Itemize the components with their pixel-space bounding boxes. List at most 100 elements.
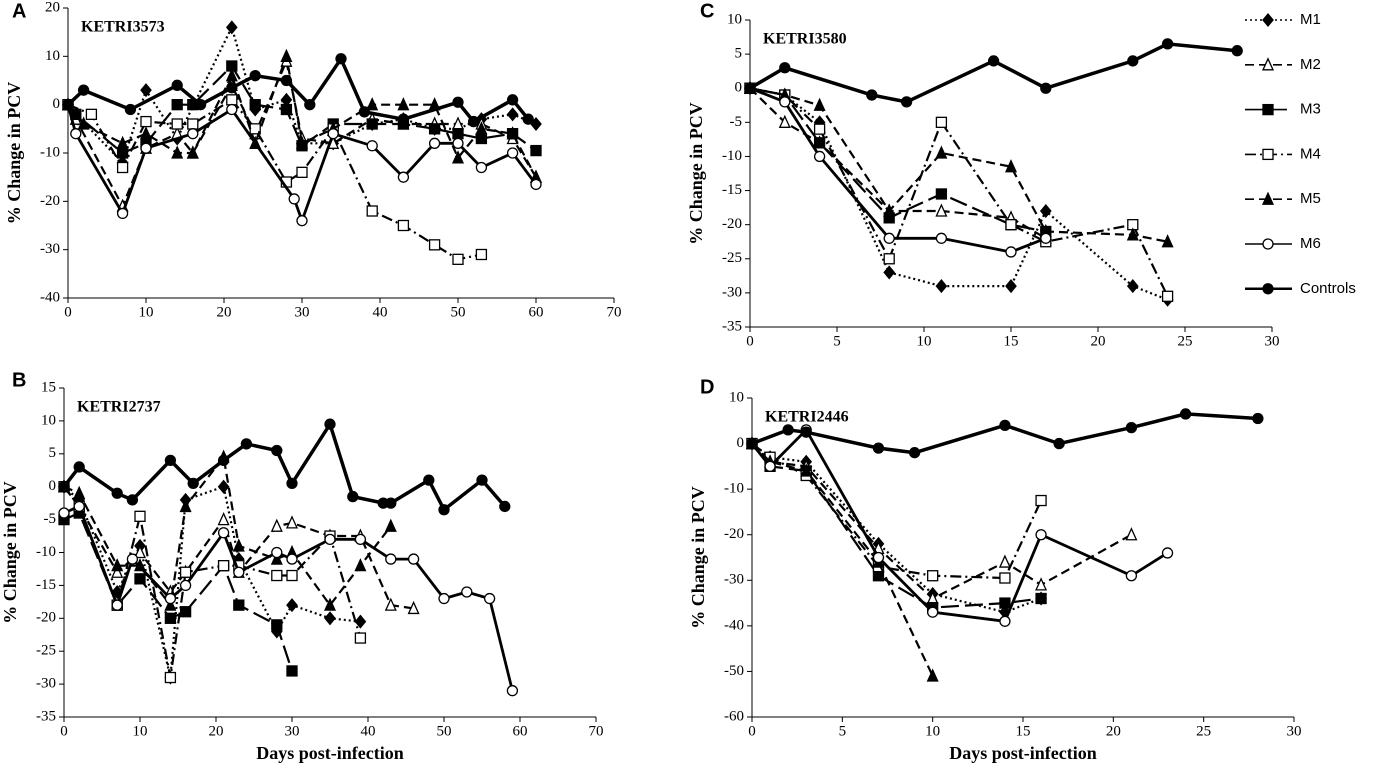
marker <box>813 97 826 111</box>
y-tick-label: 0 <box>53 96 61 112</box>
marker <box>126 494 139 506</box>
marker <box>1161 38 1174 50</box>
y-tick-label: -20 <box>36 610 56 626</box>
y-tick-label: -60 <box>724 708 744 724</box>
marker <box>270 518 283 532</box>
marker <box>452 96 464 108</box>
series-line <box>67 52 537 178</box>
marker <box>1005 246 1017 258</box>
panel-chart: D KETRI2446 % Change in PCV Days post-infec… <box>688 376 1301 763</box>
marker <box>116 147 129 159</box>
x-tick-label: 0 <box>60 723 68 739</box>
marker <box>126 553 139 565</box>
series-line <box>749 87 1168 243</box>
marker <box>286 569 298 582</box>
marker <box>140 142 152 154</box>
x-tick-label: 25 <box>1196 723 1211 739</box>
series-line <box>751 442 934 677</box>
x-tick-label: 10 <box>139 304 154 320</box>
x-tick-label: 0 <box>748 723 756 739</box>
series-line <box>67 64 537 155</box>
marker <box>506 94 519 106</box>
marker <box>1125 570 1138 582</box>
marker <box>73 485 86 499</box>
x-tick-label: 0 <box>746 333 754 349</box>
marker <box>800 463 813 477</box>
marker <box>304 99 316 111</box>
marker <box>366 205 378 217</box>
series-line <box>749 87 1169 297</box>
marker <box>506 107 519 122</box>
marker <box>1161 234 1174 248</box>
marker <box>476 474 488 486</box>
marker <box>354 614 367 629</box>
marker <box>354 533 367 545</box>
marker <box>452 128 464 140</box>
marker <box>530 144 542 157</box>
panel-label: B <box>12 369 26 391</box>
x-tick-label: 30 <box>1287 723 1302 739</box>
y-tick-label: 10 <box>727 11 742 27</box>
y-tick-label: 10 <box>45 48 60 64</box>
marker <box>217 479 230 494</box>
x-tick-label: 60 <box>529 304 544 320</box>
marker <box>999 615 1011 627</box>
marker <box>1035 494 1047 507</box>
marker <box>286 665 298 677</box>
marker <box>164 612 177 624</box>
marker <box>530 178 542 191</box>
marker <box>1262 283 1274 295</box>
chart-title: KETRI3573 <box>81 19 165 36</box>
marker <box>111 599 123 611</box>
marker <box>295 135 309 149</box>
marker <box>1125 527 1138 541</box>
marker <box>164 592 177 605</box>
marker <box>226 94 238 106</box>
y-axis-label: % Change in PCV <box>0 481 20 624</box>
marker <box>111 564 124 578</box>
panel-label: C <box>700 0 714 22</box>
marker <box>778 114 791 128</box>
x-tick-label: 50 <box>451 304 466 320</box>
marker <box>883 265 896 280</box>
marker <box>187 118 199 130</box>
marker <box>1161 290 1174 302</box>
marker <box>280 74 293 87</box>
marker <box>77 84 90 96</box>
marker <box>779 62 791 74</box>
marker <box>397 97 410 111</box>
marker <box>347 490 359 503</box>
marker <box>179 606 192 618</box>
marker <box>226 103 238 116</box>
y-tick-label: -30 <box>724 572 744 588</box>
series-line <box>749 86 1047 254</box>
y-tick-label: -25 <box>722 250 742 266</box>
marker <box>1161 547 1174 559</box>
x-tick-label: 25 <box>1178 333 1193 349</box>
marker <box>935 145 948 159</box>
marker <box>134 573 146 585</box>
marker <box>73 461 85 473</box>
marker <box>506 126 519 140</box>
marker <box>171 79 183 91</box>
marker <box>249 99 261 111</box>
marker <box>296 215 308 227</box>
marker <box>225 20 238 35</box>
series-line <box>750 427 1169 623</box>
series-line <box>751 442 1043 580</box>
marker <box>475 121 488 135</box>
marker <box>70 128 82 140</box>
y-axis-label: % Change in PCV <box>4 82 24 225</box>
marker <box>987 55 1000 67</box>
marker <box>935 116 948 128</box>
series-line <box>66 55 530 124</box>
marker <box>428 239 441 251</box>
marker <box>286 553 298 565</box>
marker <box>926 668 939 682</box>
marker <box>217 560 230 572</box>
marker <box>999 419 1011 431</box>
y-tick-label: 20 <box>45 0 60 15</box>
marker <box>226 82 238 94</box>
marker <box>271 546 283 559</box>
marker <box>499 500 511 513</box>
